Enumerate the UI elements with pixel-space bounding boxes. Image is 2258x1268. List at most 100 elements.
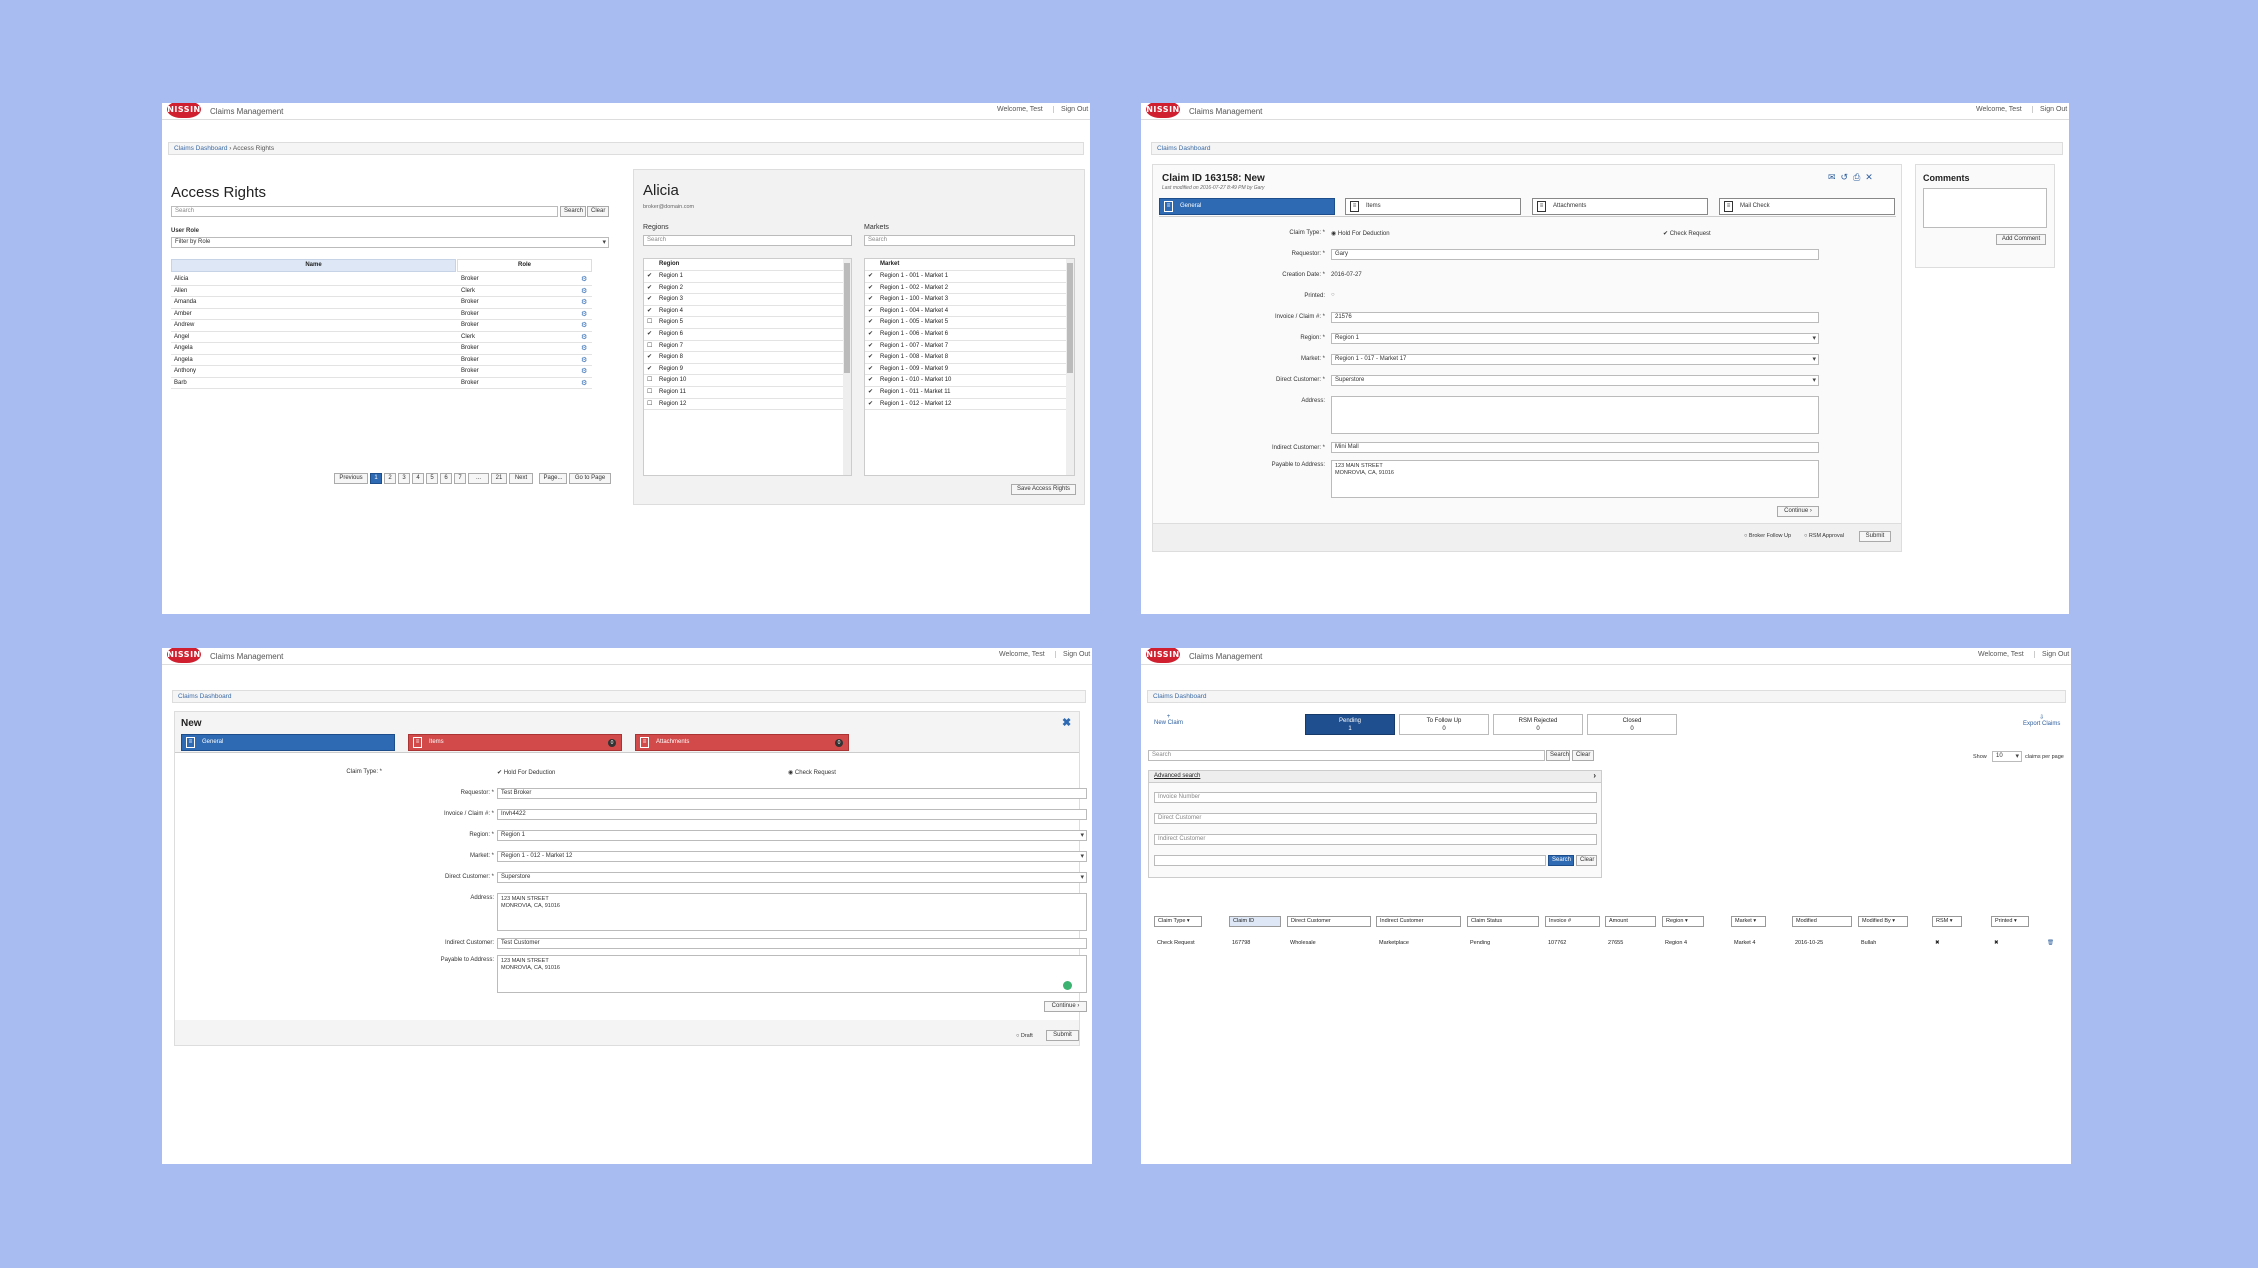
edit-user-icon[interactable]: ⚙ bbox=[581, 322, 588, 329]
user-row[interactable]: Angela Broker ⚙ bbox=[171, 343, 592, 355]
column-header[interactable]: Modified By ▾ bbox=[1858, 916, 1908, 927]
breadcrumb-home-link[interactable]: Claims Dashboard bbox=[174, 145, 228, 152]
user-search-input[interactable]: Search bbox=[171, 206, 558, 217]
market-checkbox[interactable]: ✔ bbox=[868, 307, 874, 314]
close-icon[interactable]: ✕ bbox=[1865, 172, 1878, 182]
market-row[interactable]: ✔ Region 1 - 100 - Market 3 bbox=[865, 294, 1066, 306]
next-page-button[interactable]: Next bbox=[509, 473, 533, 484]
column-header[interactable]: RSM ▾ bbox=[1932, 916, 1962, 927]
claims-search-input[interactable]: Search bbox=[1148, 750, 1545, 761]
region-row[interactable]: ✔ Region 6 bbox=[644, 329, 843, 341]
advanced-search-button[interactable]: Search bbox=[1548, 855, 1574, 866]
indirect-customer-input[interactable]: Test Customer bbox=[497, 938, 1087, 949]
edit-user-icon[interactable]: ⚙ bbox=[581, 276, 588, 283]
market-checkbox[interactable]: ✔ bbox=[868, 296, 874, 303]
breadcrumb-home-link[interactable]: Claims Dashboard bbox=[178, 693, 232, 700]
region-scrollbar[interactable] bbox=[843, 259, 851, 475]
tab-general[interactable]: ≡ General bbox=[1159, 198, 1335, 215]
region-checkbox[interactable]: ☐ bbox=[647, 319, 653, 326]
check-request-radio[interactable]: ◉ Check Request bbox=[788, 770, 836, 776]
tab-general[interactable]: ≡ General bbox=[181, 734, 395, 751]
continue-button[interactable]: Continue › bbox=[1044, 1001, 1087, 1012]
region-checkbox[interactable]: ✔ bbox=[647, 284, 653, 291]
region-row[interactable]: ✔ Region 8 bbox=[644, 352, 843, 364]
region-row[interactable]: ☐ Region 10 bbox=[644, 375, 843, 387]
column-header[interactable]: Invoice # bbox=[1545, 916, 1600, 927]
indirect-customer-input[interactable]: Mini Mall bbox=[1331, 442, 1819, 453]
sign-out-link[interactable]: Sign Out bbox=[2032, 106, 2067, 113]
market-checkbox[interactable]: ✔ bbox=[868, 319, 874, 326]
draft-radio[interactable]: ○ Draft bbox=[1016, 1033, 1033, 1039]
status-tab-pending[interactable]: Pending 1 bbox=[1305, 714, 1395, 735]
market-row[interactable]: ✔ Region 1 - 007 - Market 7 bbox=[865, 341, 1066, 353]
page-number-input[interactable]: Page... bbox=[539, 473, 567, 484]
column-header[interactable]: Region ▾ bbox=[1662, 916, 1704, 927]
direct-customer-select[interactable]: Superstore bbox=[1331, 375, 1819, 386]
market-row[interactable]: ✔ Region 1 - 009 - Market 9 bbox=[865, 364, 1066, 376]
address-textarea[interactable] bbox=[1331, 396, 1819, 434]
region-row[interactable]: ☐ Region 7 bbox=[644, 341, 843, 353]
edit-user-icon[interactable]: ⚙ bbox=[581, 333, 588, 341]
add-comment-button[interactable]: Add Comment bbox=[1996, 234, 2046, 245]
region-row[interactable]: ✔ Region 4 bbox=[644, 306, 843, 318]
market-checkbox[interactable]: ✔ bbox=[868, 273, 874, 279]
tab-mail-check[interactable]: ≡ Mail Check bbox=[1719, 198, 1895, 215]
clear-button[interactable]: Clear bbox=[1572, 750, 1594, 761]
page-button[interactable]: 21 bbox=[491, 473, 507, 484]
invoice-input[interactable]: 21576 bbox=[1331, 312, 1819, 323]
delete-icon[interactable]: 🗑 bbox=[2047, 940, 2054, 946]
region-row[interactable]: ☐ Region 12 bbox=[644, 399, 843, 411]
payable-address-textarea[interactable]: 123 MAIN STREET MONROVIA, CA, 91016 bbox=[1331, 460, 1819, 498]
market-row[interactable]: ✔ Region 1 - 012 - Market 12 bbox=[865, 399, 1066, 411]
market-row[interactable]: ✔ Region 1 - 010 - Market 10 bbox=[865, 375, 1066, 387]
tab-items[interactable]: ≡ Items bbox=[1345, 198, 1521, 215]
direct-customer-select[interactable]: Superstore bbox=[497, 872, 1087, 883]
previous-page-button[interactable]: Previous bbox=[334, 473, 368, 484]
edit-user-icon[interactable]: ⚙ bbox=[581, 379, 588, 387]
page-button[interactable]: 7 bbox=[454, 473, 466, 484]
submit-button[interactable]: Submit bbox=[1046, 1030, 1079, 1041]
market-row[interactable]: ✔ Region 1 - 004 - Market 4 bbox=[865, 306, 1066, 318]
search-button[interactable]: Search bbox=[1546, 750, 1570, 761]
column-header[interactable]: Amount bbox=[1605, 916, 1656, 927]
market-select[interactable]: Region 1 - 017 - Market 17 bbox=[1331, 354, 1819, 365]
column-header[interactable]: Claim Type ▾ bbox=[1154, 916, 1202, 927]
market-checkbox[interactable]: ✔ bbox=[868, 331, 874, 337]
market-row[interactable]: ✔ Region 1 - 011 - Market 11 bbox=[865, 387, 1066, 399]
role-column-header[interactable]: Role bbox=[457, 259, 592, 272]
page-button[interactable]: 1 bbox=[370, 473, 382, 484]
export-claims-link[interactable]: ⇩ Export Claims bbox=[2023, 714, 2060, 727]
user-row[interactable]: Andrew Broker ⚙ bbox=[171, 320, 592, 332]
hold-for-deduction-radio[interactable]: ✔ Hold For Deduction bbox=[497, 770, 556, 776]
region-row[interactable]: ✔ Region 9 bbox=[644, 364, 843, 376]
region-row[interactable]: ✔ Region 2 bbox=[644, 283, 843, 295]
user-row[interactable]: Anthony Broker ⚙ bbox=[171, 366, 592, 378]
page-button[interactable]: 5 bbox=[426, 473, 438, 484]
market-search-input[interactable]: Search bbox=[864, 235, 1075, 246]
edit-user-icon[interactable]: ⚙ bbox=[581, 356, 588, 364]
region-checkbox[interactable]: ☐ bbox=[647, 389, 653, 395]
region-checkbox[interactable]: ✔ bbox=[647, 307, 653, 314]
market-checkbox[interactable]: ✔ bbox=[868, 377, 874, 384]
page-button[interactable]: 6 bbox=[440, 473, 452, 484]
region-checkbox[interactable]: ☐ bbox=[647, 377, 653, 384]
edit-user-icon[interactable]: ⚙ bbox=[581, 287, 588, 295]
continue-button[interactable]: Continue › bbox=[1777, 506, 1819, 517]
indirect-customer-input[interactable]: Indirect Customer bbox=[1154, 834, 1597, 845]
invoice-number-input[interactable]: Invoice Number bbox=[1154, 792, 1597, 803]
region-row[interactable]: ✔ Region 1 bbox=[644, 271, 843, 283]
sign-out-link[interactable]: Sign Out bbox=[1055, 651, 1090, 658]
edit-user-icon[interactable]: ⚙ bbox=[581, 368, 588, 375]
market-row[interactable]: ✔ Region 1 - 008 - Market 8 bbox=[865, 352, 1066, 364]
page-button[interactable]: 4 bbox=[412, 473, 424, 484]
name-column-header[interactable]: Name bbox=[171, 259, 456, 272]
comment-icon[interactable]: ✉ bbox=[1828, 172, 1841, 182]
page-size-select[interactable]: 10 bbox=[1992, 751, 2022, 762]
invoice-input[interactable]: Invh4422 bbox=[497, 809, 1087, 820]
requestor-input[interactable]: Gary bbox=[1331, 249, 1819, 260]
market-checkbox[interactable]: ✔ bbox=[868, 342, 874, 349]
column-header[interactable]: Indirect Customer bbox=[1376, 916, 1461, 927]
region-row[interactable]: ☐ Region 11 bbox=[644, 387, 843, 399]
user-row[interactable]: Barb Broker ⚙ bbox=[171, 378, 592, 389]
advanced-clear-button[interactable]: Clear bbox=[1576, 855, 1597, 866]
